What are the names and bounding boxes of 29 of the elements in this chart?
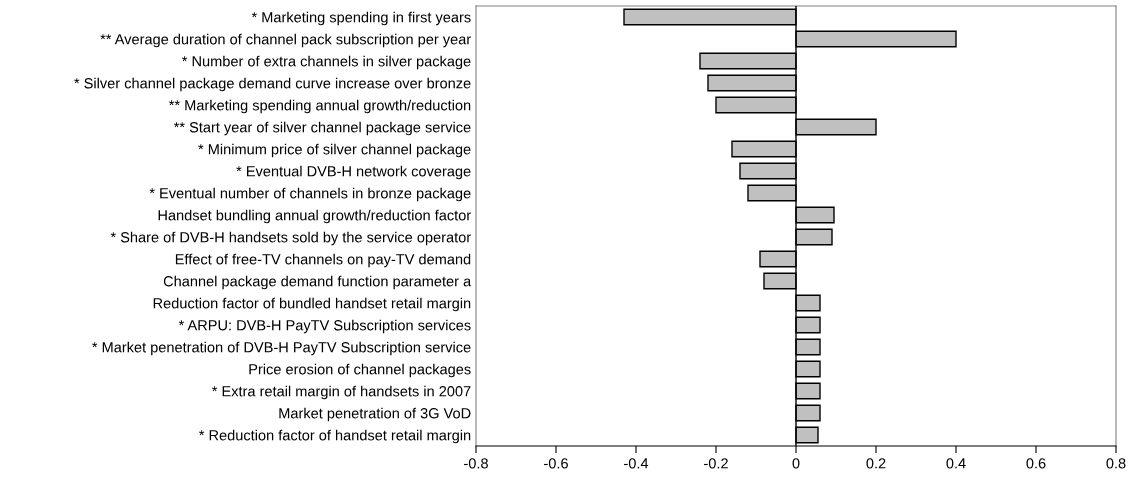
y-tick-label: * Market penetration of DVB-H PayTV Subscription service — [92, 341, 471, 356]
x-tick-label: 0.6 — [1026, 458, 1046, 469]
y-tick-label: * Number of extra channels in silver package — [182, 55, 471, 70]
x-tick-label: -0.6 — [544, 458, 568, 469]
y-tick-label: Effect of free-TV channels on pay-TV demand — [175, 253, 471, 268]
y-tick-label: * Marketing spending in first years — [251, 11, 471, 26]
x-tick-label: 0 — [792, 458, 800, 469]
y-tick-label: * Share of DVB-H handsets sold by the service operator — [110, 231, 471, 246]
y-tick-label: Reduction factor of bundled handset retail margin — [153, 297, 471, 312]
y-tick-label: ** Marketing spending annual growth/reduction — [169, 99, 471, 114]
y-tick-label: * Eventual DVB-H network coverage — [236, 165, 471, 180]
x-tick-label: -0.4 — [624, 458, 649, 469]
y-tick-label: ** Average duration of channel pack subscription per year — [100, 33, 471, 48]
y-tick-label: * Silver channel package demand curve increase over bronze — [74, 77, 471, 92]
y-tick-label: Price erosion of channel packages — [249, 363, 471, 378]
y-tick-label: * Extra retail margin of handsets in 2007 — [211, 385, 471, 400]
y-tick-label: ** Start year of silver channel package service — [173, 121, 471, 136]
y-tick-label: * ARPU: DVB-H PayTV Subscription services — [178, 319, 471, 334]
y-tick-label: Handset bundling annual growth/reduction factor — [158, 209, 471, 224]
x-tick-label: -0.2 — [704, 458, 728, 469]
x-tick-label: 0.8 — [1106, 458, 1126, 469]
y-tick-label: * Minimum price of silver channel package — [198, 143, 471, 158]
y-tick-label: Market penetration of 3G VoD — [279, 407, 471, 422]
x-tick-label: 0.2 — [866, 458, 886, 469]
y-tick-label: Channel package demand function parameter a — [163, 275, 472, 290]
y-tick-label: * Reduction factor of handset retail margin — [199, 429, 471, 444]
y-tick-label: * Eventual number of channels in bronze package — [149, 187, 471, 202]
x-tick-label: 0.4 — [946, 458, 966, 469]
x-tick-label: -0.8 — [464, 458, 488, 469]
